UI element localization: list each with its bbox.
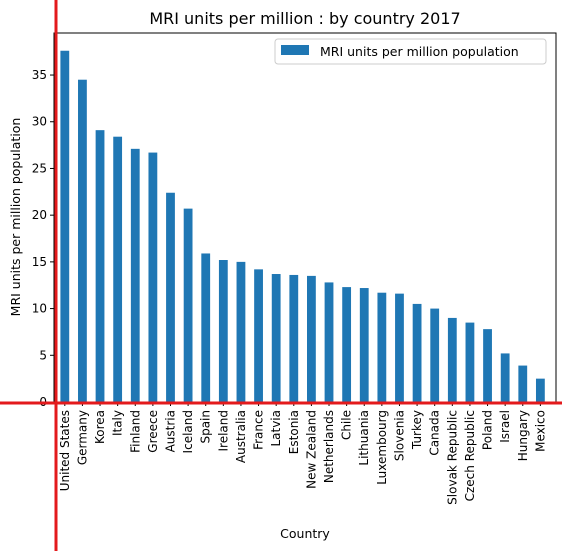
x-tick-label: France [252, 410, 266, 450]
x-tick-label: Ireland [216, 410, 230, 452]
x-tick-label: Spain [199, 410, 213, 444]
plot-area-frame [53, 32, 557, 403]
bar-latvia [271, 274, 281, 402]
legend-box [274, 38, 547, 65]
x-tick-label: Slovak Republic [445, 410, 459, 505]
legend-swatch [281, 45, 309, 55]
x-tick-label: Czech Republic [463, 410, 477, 501]
x-tick-label: Korea [93, 410, 107, 444]
legend: MRI units per million population [274, 38, 547, 65]
bar-hungary [518, 365, 528, 402]
x-tick-label: Greece [146, 410, 160, 453]
x-tick-label: Slovenia [392, 410, 406, 461]
bar-canada [430, 308, 440, 402]
bar-italy [113, 136, 123, 402]
y-tick-label: 5 [39, 348, 47, 362]
bar-france [254, 269, 263, 402]
bar-chile [342, 287, 352, 402]
x-tick-label: Estonia [287, 410, 301, 454]
x-tick-label: Mexico [533, 410, 547, 452]
bar-united-states [60, 50, 70, 403]
y-tick-label: 10 [32, 302, 47, 316]
x-tick-label: Germany [75, 410, 89, 465]
bar-ireland [218, 260, 228, 402]
bar-germany [78, 79, 87, 402]
bar-finland [130, 148, 140, 402]
legend-label: MRI units per million population [320, 44, 519, 59]
bar-slovenia [395, 293, 404, 402]
x-tick-label: Austria [163, 410, 177, 452]
x-tick-label: Finland [128, 410, 142, 453]
x-tick-label: Poland [481, 410, 495, 450]
chart-title: MRI units per million : by country 2017 [149, 9, 460, 28]
y-tick-label: 15 [32, 255, 47, 269]
y-axis: 05101520253035 [32, 68, 54, 409]
bar-mexico [535, 378, 545, 402]
bar-greece [148, 152, 158, 402]
bar-slovak-republic [447, 317, 457, 402]
y-tick-label: 20 [32, 208, 47, 222]
y-axis-label: MRI units per million population [8, 118, 23, 317]
x-axis-label: Country [280, 526, 330, 541]
x-tick-label: Canada [428, 410, 442, 456]
x-tick-label: Lithuania [357, 410, 371, 466]
x-tick-label: Iceland [181, 410, 195, 453]
bar-australia [236, 261, 246, 402]
x-axis: United States Germany Korea Italy Finland Gre… [58, 402, 547, 505]
x-tick-label: Australia [234, 410, 248, 463]
bar-iceland [183, 208, 193, 402]
bar-spain [201, 253, 211, 402]
y-tick-label: 25 [32, 161, 47, 175]
bar-new-zealand [307, 275, 316, 402]
bar-lithuania [359, 288, 369, 402]
bar-netherlands [324, 282, 334, 402]
x-tick-label: Netherlands [322, 410, 336, 483]
x-tick-label: Chile [340, 410, 354, 440]
x-tick-label: Turkey [410, 410, 424, 450]
y-tick-label: 30 [32, 115, 47, 129]
bar-korea [95, 130, 105, 403]
x-tick-label: Italy [111, 410, 125, 436]
x-tick-label: Hungary [516, 410, 530, 461]
bar-israel [500, 353, 510, 402]
x-tick-label: Luxembourg [375, 410, 389, 485]
bar-czech-republic [465, 322, 475, 402]
bar-luxembourg [377, 292, 387, 402]
x-tick-label: United States [58, 410, 72, 491]
bar-austria [166, 192, 175, 402]
x-tick-label: Latvia [269, 410, 283, 447]
y-tick-label: 35 [32, 68, 47, 82]
bar-estonia [289, 274, 299, 402]
x-tick-label: New Zealand [304, 410, 318, 489]
bar-turkey [412, 303, 422, 402]
bars-group [60, 50, 545, 403]
x-tick-label: Israel [498, 410, 512, 443]
bar-poland [483, 329, 492, 402]
